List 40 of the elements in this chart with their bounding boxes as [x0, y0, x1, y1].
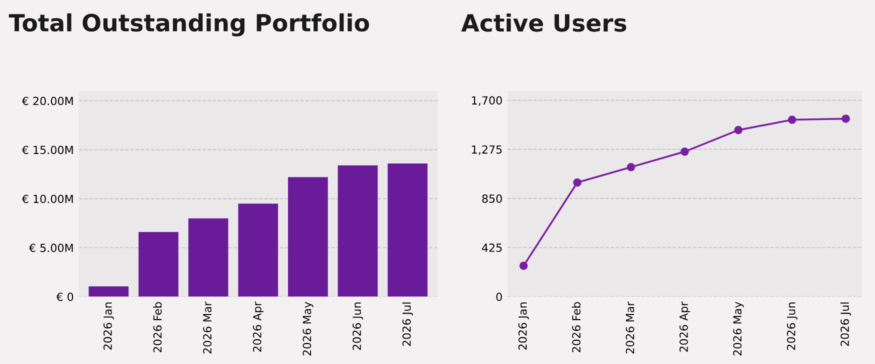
chart-title: Total Outstanding Portfolio — [8, 13, 369, 36]
x-tick-label: 2026 Feb — [572, 302, 581, 352]
y-tick-label: 850 — [482, 194, 502, 203]
point — [519, 262, 528, 270]
point — [680, 147, 689, 156]
bar — [388, 163, 428, 297]
x-tick-label: 2026 Mar — [626, 302, 634, 354]
y-tick-label: € 15.00M — [22, 146, 73, 154]
x-tick-label: 2026 Jun — [786, 302, 798, 350]
x-tick-label: 2026 Apr — [252, 302, 264, 352]
y-tick-label: € 20.00M — [22, 96, 73, 106]
bar — [338, 165, 378, 297]
point — [734, 126, 743, 134]
x-tick-label: 2026 Jan — [103, 302, 114, 350]
y-tick-label: 1,700 — [472, 96, 502, 106]
y-tick-label: € 10.00M — [22, 194, 73, 204]
bar — [288, 177, 328, 297]
y-tick-label: 1,275 — [472, 145, 502, 155]
x-tick-label: 2026 Jul — [402, 302, 413, 346]
bar — [238, 204, 278, 297]
point — [788, 116, 796, 124]
point — [842, 114, 850, 123]
x-tick-label: 2026 Jun — [352, 302, 364, 350]
x-tick-label: 2026 May — [733, 302, 744, 356]
chart-title: Active Users — [461, 14, 626, 32]
point — [573, 178, 582, 187]
x-tick-label: 2026 May — [302, 302, 314, 356]
x-tick-label: 2026 Mar — [203, 302, 212, 354]
bar — [88, 286, 129, 297]
x-tick-label: 2026 Jan — [518, 302, 529, 350]
bar — [138, 232, 178, 297]
point — [626, 162, 636, 172]
bar — [188, 218, 228, 297]
y-tick-label: 425 — [482, 244, 502, 252]
x-tick-label: 2026 Jul — [840, 302, 852, 346]
y-tick-label: € 0 — [56, 292, 74, 302]
y-tick-label: 0 — [496, 292, 502, 302]
y-tick-label: € 5.00M — [28, 244, 73, 252]
x-tick-label: 2026 Feb — [153, 302, 162, 352]
x-tick-label: 2026 Apr — [680, 302, 690, 352]
